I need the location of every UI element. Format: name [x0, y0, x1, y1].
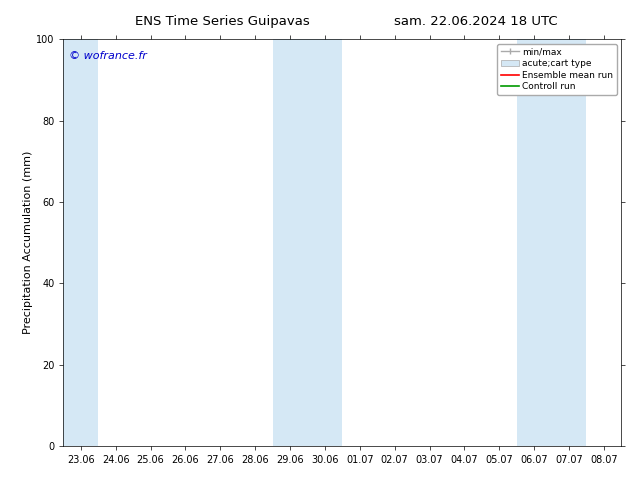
- Text: © wofrance.fr: © wofrance.fr: [69, 51, 147, 61]
- Bar: [517, 39, 586, 446]
- Bar: [273, 39, 342, 446]
- Text: sam. 22.06.2024 18 UTC: sam. 22.06.2024 18 UTC: [394, 15, 557, 28]
- Legend: min/max, acute;cart type, Ensemble mean run, Controll run: min/max, acute;cart type, Ensemble mean …: [497, 44, 617, 95]
- Text: ENS Time Series Guipavas: ENS Time Series Guipavas: [134, 15, 309, 28]
- Bar: [63, 39, 98, 446]
- Y-axis label: Precipitation Accumulation (mm): Precipitation Accumulation (mm): [23, 151, 33, 334]
